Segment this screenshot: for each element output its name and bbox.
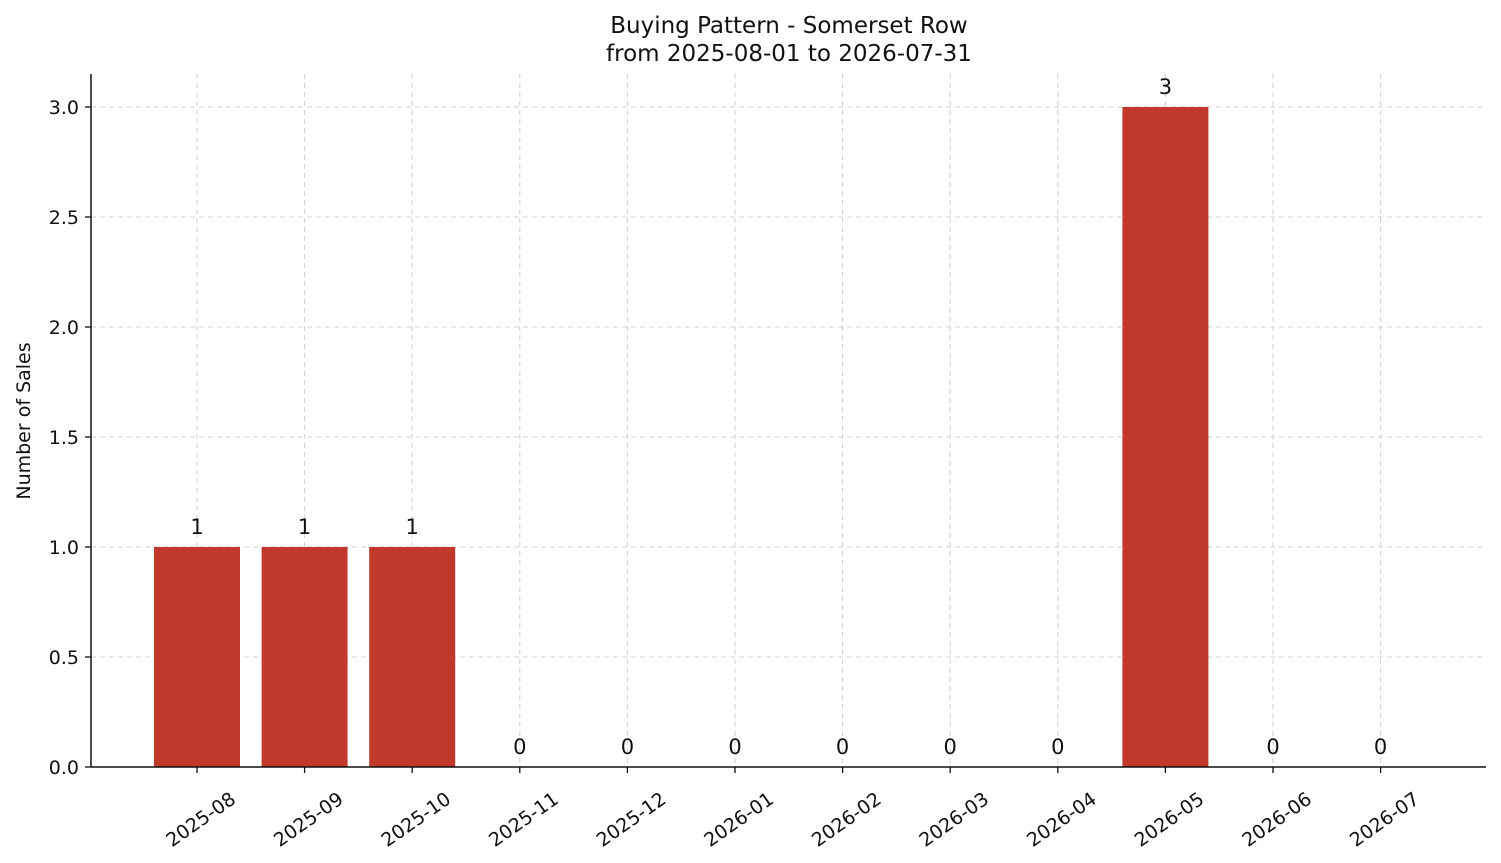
x-tick-label: 2025-11 bbox=[485, 788, 563, 852]
x-tick-label: 2026-06 bbox=[1238, 788, 1316, 852]
chart-subtitle: from 2025-08-01 to 2026-07-31 bbox=[606, 41, 972, 67]
x-tick-label: 2026-07 bbox=[1346, 788, 1424, 852]
y-tick-label: 3.0 bbox=[49, 97, 79, 119]
chart-title: Buying Pattern - Somerset Row bbox=[610, 13, 968, 39]
x-tick-label: 2026-04 bbox=[1023, 788, 1101, 852]
x-tick-label: 2025-12 bbox=[593, 788, 671, 852]
x-tick-label: 2025-09 bbox=[270, 788, 348, 852]
y-tick-label: 0.0 bbox=[49, 757, 79, 779]
bar-2025-10 bbox=[369, 547, 456, 767]
axes bbox=[85, 74, 1486, 773]
bars bbox=[154, 107, 1209, 767]
data-label-2025-10: 1 bbox=[406, 515, 419, 539]
data-label-2026-03: 0 bbox=[944, 735, 957, 759]
y-tick-label: 2.5 bbox=[49, 207, 79, 229]
bar-2025-09 bbox=[261, 547, 348, 767]
data-label-2025-11: 0 bbox=[513, 735, 526, 759]
data-label-2026-01: 0 bbox=[728, 735, 741, 759]
x-tick-label: 2026-01 bbox=[700, 788, 778, 852]
x-tick-label: 2026-05 bbox=[1131, 788, 1209, 852]
data-label-2026-04: 0 bbox=[1051, 735, 1064, 759]
y-tick-label: 1.0 bbox=[49, 537, 79, 559]
data-label-2025-09: 1 bbox=[298, 515, 311, 539]
x-tick-label: 2026-02 bbox=[808, 788, 886, 852]
bar-2026-05 bbox=[1122, 107, 1209, 767]
data-label-2026-07: 0 bbox=[1374, 735, 1387, 759]
y-axis-label: Number of Sales bbox=[13, 342, 35, 499]
x-tick-label: 2025-10 bbox=[377, 788, 455, 852]
x-tick-label: 2025-08 bbox=[162, 788, 240, 852]
x-tick-label: 2026-03 bbox=[915, 788, 993, 852]
data-label-2026-06: 0 bbox=[1266, 735, 1279, 759]
bar-2025-08 bbox=[154, 547, 240, 767]
data-label-2026-05: 3 bbox=[1159, 75, 1172, 99]
data-label-2025-12: 0 bbox=[621, 735, 634, 759]
y-tick-label: 0.5 bbox=[49, 647, 79, 669]
y-tick-label: 1.5 bbox=[49, 427, 79, 449]
data-label-2026-02: 0 bbox=[836, 735, 849, 759]
y-tick-label: 2.0 bbox=[49, 317, 79, 339]
labels: 0.0 0.5 1.0 1.5 2.0 2.5 3.0 1 2025-08 1 2025-09 1 20… bbox=[49, 75, 1424, 852]
data-label-2025-08: 1 bbox=[190, 515, 203, 539]
